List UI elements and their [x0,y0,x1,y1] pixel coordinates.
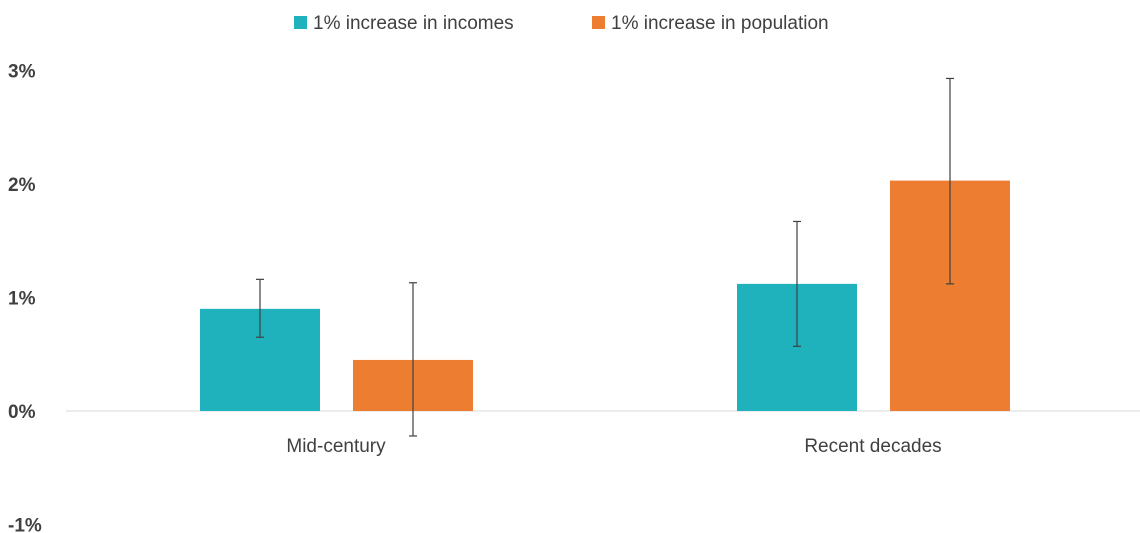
legend-swatch-population [592,16,605,29]
y-tick-label: 3% [8,62,36,83]
bars-group [200,180,1010,411]
y-tick-label: 1% [8,289,36,310]
chart-legend: 1% increase in incomes 1% increase in po… [294,13,829,34]
error-bar [256,278,264,338]
error-bars-group [256,77,954,437]
error-bar [793,220,801,347]
y-axis: 3% 2% 1% 0% -1% [8,62,42,533]
error-bar [946,77,954,285]
legend-label-population: 1% increase in population [611,13,829,34]
legend-swatch-incomes [294,16,307,29]
y-tick-label: 2% [8,175,36,196]
category-label-mid-century: Mid-century [286,436,386,457]
y-tick-label: 0% [8,402,36,423]
category-label-recent-decades: Recent decades [804,436,941,457]
error-bar [409,282,417,437]
legend-label-incomes: 1% increase in incomes [313,13,514,34]
x-axis: Mid-century Recent decades [286,436,941,457]
y-tick-label: -1% [8,516,42,533]
